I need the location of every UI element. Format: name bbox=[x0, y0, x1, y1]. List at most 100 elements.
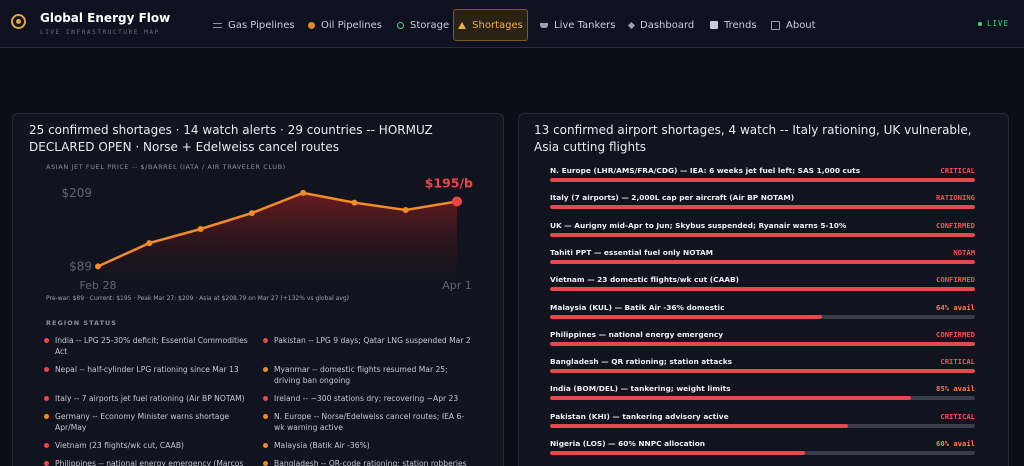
nav-label: Shortages bbox=[472, 19, 523, 31]
nav-label: Trends bbox=[724, 19, 757, 31]
airport-name: Vietnam — 23 domestic flights/wk cut (CA… bbox=[550, 275, 740, 285]
y-tick-label: $89 bbox=[69, 259, 92, 273]
airport-name: Bangladesh — QR rationing; station attac… bbox=[550, 357, 733, 367]
bar-fill bbox=[550, 314, 822, 319]
point bbox=[248, 210, 255, 217]
region-text: Malaysia (Batik Air -36%) bbox=[274, 441, 370, 450]
airport-row: Philippines — national energy emergency C… bbox=[550, 330, 975, 350]
y-tick-label: $209 bbox=[61, 186, 92, 200]
region-item: Myanmar -- domestic flights resumed Mar … bbox=[263, 364, 482, 386]
nav-icon bbox=[213, 22, 222, 28]
airport-row: Malaysia (KUL) — Batik Air -36% domestic… bbox=[550, 303, 975, 323]
nav-link[interactable]: Dashboard bbox=[622, 9, 701, 41]
status-dot bbox=[263, 338, 268, 343]
nav-link[interactable]: Trends bbox=[703, 9, 764, 41]
region-text: Nepal -- half-cylinder LPG rationing sin… bbox=[55, 365, 239, 374]
nav-label: Gas Pipelines bbox=[228, 19, 295, 31]
bar-track bbox=[550, 423, 975, 428]
region-text: Philippines -- national energy emergency… bbox=[55, 459, 244, 466]
left-panel bbox=[12, 113, 504, 466]
tagline: LIVE INFRASTRUCTURE MAP bbox=[40, 29, 160, 36]
point bbox=[351, 199, 358, 206]
airport-status: NOTAM bbox=[953, 247, 975, 257]
bar-fill bbox=[550, 451, 805, 455]
nav-icon bbox=[771, 20, 780, 30]
nav-label: Storage bbox=[410, 19, 450, 31]
point bbox=[300, 189, 307, 196]
status-dot bbox=[44, 338, 49, 343]
nav-link[interactable]: Gas Pipelines bbox=[206, 9, 302, 41]
region-item: Vietnam (23 flights/wk cut, CAAB) bbox=[44, 440, 263, 451]
bar-track bbox=[550, 205, 975, 210]
airport-row: N. Europe (LHR/AMS/FRA/CDG) — IEA: 6 wee… bbox=[550, 166, 975, 186]
airport-row: Italy (7 airports) — 2,000L cap per airc… bbox=[550, 193, 975, 213]
region-text: India -- LPG 25-30% deficit; Essential C… bbox=[55, 336, 248, 356]
status-dot bbox=[263, 461, 268, 466]
airport-status: CONFIRMED bbox=[936, 275, 975, 285]
region-item: Bangladesh -- QR-code rationing; station… bbox=[263, 458, 482, 466]
airport-row: UK — Aurigny mid-Apr to Jun; Skybus susp… bbox=[550, 221, 975, 241]
region-item: Nepal -- half-cylinder LPG rationing sin… bbox=[44, 364, 263, 386]
nav-label: About bbox=[786, 19, 816, 31]
bar-track bbox=[550, 369, 975, 374]
bar-track bbox=[550, 178, 975, 182]
airport-name: Tahiti PPT — essential fuel only NOTAM bbox=[550, 247, 714, 257]
brand: Global Energy Flow bbox=[40, 11, 171, 25]
summary: 25 confirmed shortages · 14 watch alerts… bbox=[29, 123, 433, 154]
airport-status: CONFIRMED bbox=[936, 220, 975, 230]
region-text: Germany -- Economy Minister warns shorta… bbox=[55, 412, 230, 432]
status-dot bbox=[263, 414, 268, 419]
bar-fill bbox=[550, 232, 975, 237]
bar-track bbox=[550, 287, 975, 292]
nav-icon bbox=[710, 21, 718, 29]
bar-fill bbox=[550, 287, 975, 292]
region-item: Philippines -- national energy emergency… bbox=[44, 458, 263, 466]
airport-status: 60% avail bbox=[936, 439, 975, 448]
airport-name: Nigeria (LOS) — 60% NNPC allocation bbox=[550, 439, 706, 448]
status-dot bbox=[263, 443, 268, 448]
bar-fill bbox=[550, 396, 912, 401]
nav-link[interactable]: Oil Pipelines bbox=[301, 9, 389, 41]
current-point bbox=[452, 196, 462, 207]
nav-label: Dashboard bbox=[640, 19, 695, 31]
airport-status: 85% avail bbox=[936, 384, 975, 394]
bar-fill bbox=[550, 259, 975, 264]
region-item: Malaysia (Batik Air -36%) bbox=[263, 440, 482, 451]
nav-link[interactable]: About bbox=[764, 9, 823, 41]
airport-row: Nigeria (LOS) — 60% NNPC allocation 60% a… bbox=[550, 439, 975, 459]
nav-link[interactable]: Shortages bbox=[453, 9, 528, 41]
region-text: N. Europe -- Norse/Edelweiss cancel rout… bbox=[274, 412, 465, 432]
bar-track bbox=[550, 314, 975, 319]
nav-link[interactable]: Storage bbox=[390, 9, 456, 41]
bar-fill bbox=[550, 341, 975, 346]
airport-status: CRITICAL bbox=[940, 166, 975, 175]
airport-name: Malaysia (KUL) — Batik Air -36% domestic bbox=[550, 302, 725, 312]
value-label: $195/b bbox=[425, 175, 473, 190]
bar-fill bbox=[550, 178, 975, 182]
region-text: Pakistan -- LPG 9 days; Qatar LNG suspen… bbox=[274, 336, 471, 345]
bar-track bbox=[550, 451, 975, 455]
point bbox=[146, 240, 153, 247]
chart-note: Pre-war: $89 · Current: $195 · Peak Mar … bbox=[46, 295, 349, 302]
nav-link[interactable]: Live Tankers bbox=[533, 9, 622, 41]
airport-name: Italy (7 airports) — 2,000L cap per airc… bbox=[550, 193, 795, 203]
region-text: Myanmar -- domestic flights resumed Mar … bbox=[274, 365, 448, 385]
region-text: Bangladesh -- QR-code rationing; station… bbox=[274, 459, 467, 466]
nav-icon bbox=[397, 21, 404, 29]
airport-name: N. Europe (LHR/AMS/FRA/CDG) — IEA: 6 wee… bbox=[550, 166, 861, 175]
logo bbox=[11, 14, 26, 29]
nav-icon bbox=[458, 21, 467, 29]
region-text: Ireland -- ~300 stations dry; recovering… bbox=[274, 394, 459, 403]
airport-name: Pakistan (KHI) — tankering advisory acti… bbox=[550, 411, 729, 421]
region-item: N. Europe -- Norse/Edelweiss cancel rout… bbox=[263, 411, 482, 433]
point bbox=[197, 226, 204, 232]
bar-fill bbox=[550, 205, 975, 210]
status-dot bbox=[44, 414, 49, 419]
nav-label: Oil Pipelines bbox=[321, 19, 382, 31]
airport-name: India (BOM/DEL) — tankering; weight limi… bbox=[550, 384, 731, 394]
nav-icon bbox=[627, 21, 636, 29]
region-status-list: India -- LPG 25-30% deficit; Essential C… bbox=[44, 335, 484, 466]
chart-title: ASIAN JET FUEL PRICE -- $/BARREL (IATA /… bbox=[46, 163, 286, 171]
